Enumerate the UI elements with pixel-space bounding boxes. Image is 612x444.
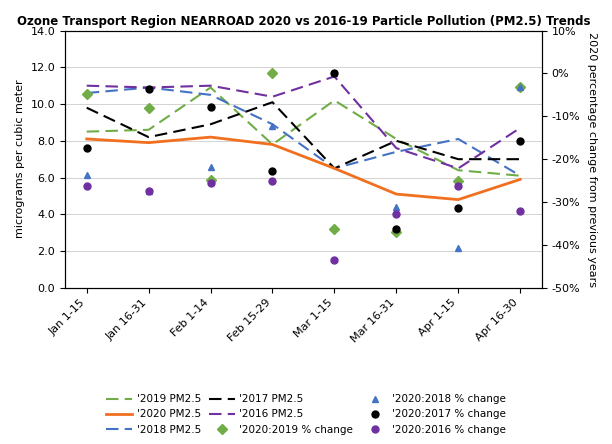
'2020:2017 % change	[269, 168, 276, 174]
'2020:2017 % change	[207, 104, 214, 110]
'2018 PM2.5	[393, 149, 400, 155]
'2020:2017 % change	[393, 226, 400, 231]
'2020:2019 % change	[207, 177, 214, 182]
'2016 PM2.5	[83, 83, 91, 88]
'2020:2016 % change	[145, 189, 152, 194]
'2017 PM2.5	[269, 99, 276, 105]
'2019 PM2.5	[455, 167, 462, 173]
'2018 PM2.5	[269, 122, 276, 127]
'2017 PM2.5	[145, 135, 152, 140]
'2020:2016 % change	[83, 184, 91, 189]
'2017 PM2.5	[83, 105, 91, 111]
'2020:2019 % change	[517, 85, 524, 90]
'2018 PM2.5	[455, 136, 462, 142]
'2019 PM2.5	[207, 85, 214, 90]
Y-axis label: micrograms per cubic meter: micrograms per cubic meter	[15, 80, 25, 238]
'2020:2019 % change	[83, 91, 91, 96]
'2020:2017 % change	[455, 206, 462, 211]
'2019 PM2.5	[83, 129, 91, 134]
'2020:2019 % change	[269, 71, 276, 76]
'2016 PM2.5	[269, 94, 276, 99]
Line: '2020:2016 % change: '2020:2016 % change	[83, 177, 524, 263]
'2020:2018 % change	[393, 204, 400, 210]
'2020:2016 % change	[269, 178, 276, 183]
'2018 PM2.5	[330, 166, 338, 171]
'2018 PM2.5	[145, 85, 152, 90]
'2020:2016 % change	[455, 183, 462, 188]
'2020 PM2.5	[517, 177, 524, 182]
'2020 PM2.5	[393, 191, 400, 197]
'2020:2017 % change	[83, 145, 91, 151]
'2019 PM2.5	[517, 173, 524, 178]
'2020 PM2.5	[207, 135, 214, 140]
'2017 PM2.5	[455, 157, 462, 162]
'2020:2017 % change	[145, 87, 152, 92]
'2016 PM2.5	[517, 125, 524, 131]
Line: '2020 PM2.5: '2020 PM2.5	[87, 137, 520, 200]
'2020:2018 % change	[83, 172, 91, 177]
'2020:2017 % change	[517, 138, 524, 143]
'2016 PM2.5	[207, 83, 214, 88]
'2020:2016 % change	[330, 257, 338, 262]
'2020:2017 % change	[330, 71, 338, 76]
'2017 PM2.5	[330, 166, 338, 171]
'2019 PM2.5	[269, 142, 276, 147]
'2016 PM2.5	[393, 146, 400, 151]
'2019 PM2.5	[330, 98, 338, 103]
'2016 PM2.5	[145, 85, 152, 90]
Title: Ozone Transport Region NEARROAD 2020 vs 2016-19 Particle Pollution (PM2.5) Trend: Ozone Transport Region NEARROAD 2020 vs …	[17, 15, 590, 28]
'2020:2018 % change	[455, 246, 462, 251]
Legend: '2019 PM2.5, '2020 PM2.5, '2018 PM2.5, '2017 PM2.5, '2016 PM2.5, '2020:2019 % ch: '2019 PM2.5, '2020 PM2.5, '2018 PM2.5, '…	[102, 390, 510, 439]
'2020 PM2.5	[83, 136, 91, 142]
'2017 PM2.5	[393, 138, 400, 143]
'2020 PM2.5	[455, 197, 462, 202]
'2020:2016 % change	[393, 212, 400, 217]
'2020:2018 % change	[269, 124, 276, 129]
'2020:2019 % change	[145, 106, 152, 111]
Line: '2016 PM2.5: '2016 PM2.5	[87, 76, 520, 168]
'2020:2019 % change	[330, 226, 338, 232]
Line: '2019 PM2.5: '2019 PM2.5	[87, 87, 520, 176]
Y-axis label: 2020 percentage change from previous years: 2020 percentage change from previous yea…	[587, 32, 597, 287]
'2020 PM2.5	[330, 166, 338, 171]
'2020:2018 % change	[207, 165, 214, 170]
Line: '2017 PM2.5: '2017 PM2.5	[87, 102, 520, 168]
'2020:2016 % change	[517, 209, 524, 214]
'2019 PM2.5	[145, 127, 152, 132]
'2020:2019 % change	[393, 230, 400, 235]
'2018 PM2.5	[207, 92, 214, 98]
Line: '2020:2017 % change: '2020:2017 % change	[83, 70, 524, 232]
'2016 PM2.5	[330, 74, 338, 79]
Line: '2020:2018 % change: '2020:2018 % change	[83, 70, 524, 252]
Line: '2018 PM2.5: '2018 PM2.5	[87, 87, 520, 176]
'2018 PM2.5	[83, 91, 91, 96]
'2019 PM2.5	[393, 136, 400, 142]
'2020 PM2.5	[269, 142, 276, 147]
'2020:2018 % change	[145, 189, 152, 194]
'2020:2018 % change	[330, 71, 338, 76]
'2020:2018 % change	[517, 85, 524, 90]
'2017 PM2.5	[207, 122, 214, 127]
'2017 PM2.5	[517, 157, 524, 162]
'2018 PM2.5	[517, 173, 524, 178]
Line: '2020:2019 % change: '2020:2019 % change	[83, 70, 524, 236]
'2016 PM2.5	[455, 166, 462, 171]
'2020 PM2.5	[145, 140, 152, 145]
'2020:2019 % change	[455, 178, 462, 183]
'2020:2016 % change	[207, 180, 214, 185]
